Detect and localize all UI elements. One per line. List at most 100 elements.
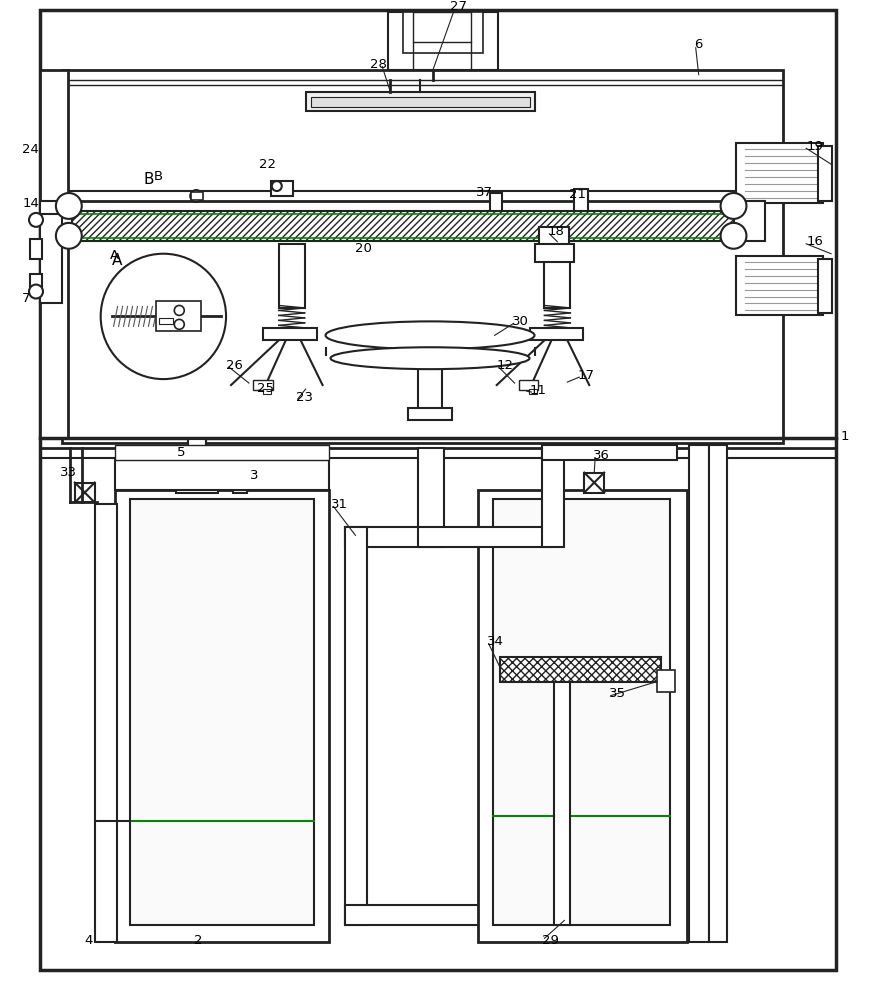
Bar — [388, 12, 497, 70]
Bar — [529, 389, 537, 394]
Circle shape — [720, 193, 746, 219]
Bar — [62, 70, 783, 443]
Bar — [539, 227, 569, 247]
Circle shape — [56, 193, 82, 219]
Bar — [271, 181, 293, 196]
Text: 2: 2 — [194, 934, 203, 947]
Bar — [177, 461, 218, 493]
Text: A: A — [112, 253, 122, 268]
Text: 23: 23 — [295, 391, 313, 404]
Bar — [253, 380, 273, 390]
Text: 31: 31 — [330, 498, 348, 511]
Bar — [156, 301, 201, 331]
Text: 4: 4 — [85, 934, 94, 947]
Bar — [736, 143, 823, 203]
Bar — [543, 448, 565, 547]
Circle shape — [29, 285, 43, 298]
Text: 20: 20 — [356, 242, 372, 255]
Bar — [40, 214, 62, 303]
Bar — [554, 682, 571, 925]
Bar — [418, 358, 442, 413]
Text: 7: 7 — [22, 292, 31, 305]
Text: 12: 12 — [496, 359, 514, 372]
Bar — [418, 448, 444, 547]
Text: 14: 14 — [22, 197, 39, 210]
Bar — [478, 490, 687, 942]
Bar — [543, 445, 676, 460]
Text: 36: 36 — [593, 449, 610, 462]
Bar — [129, 499, 314, 925]
Bar — [30, 239, 42, 259]
Bar — [818, 146, 832, 201]
Text: 33: 33 — [60, 466, 77, 479]
Bar — [489, 193, 502, 211]
Bar — [279, 244, 305, 308]
Circle shape — [272, 181, 281, 191]
Text: 5: 5 — [177, 446, 186, 459]
Bar — [30, 274, 42, 294]
Bar — [530, 328, 583, 340]
Bar — [159, 318, 173, 324]
Text: 29: 29 — [543, 934, 559, 947]
Bar — [40, 201, 72, 241]
Bar — [188, 439, 206, 461]
Bar — [114, 490, 329, 942]
Bar — [66, 211, 733, 241]
Text: 27: 27 — [450, 0, 467, 13]
Bar — [345, 527, 420, 547]
Bar — [403, 12, 482, 53]
Text: A: A — [109, 249, 119, 262]
Bar — [545, 244, 571, 308]
Bar — [574, 189, 588, 211]
Text: 17: 17 — [578, 369, 594, 382]
Circle shape — [191, 190, 202, 202]
Bar — [306, 92, 535, 111]
Text: 21: 21 — [569, 188, 586, 201]
Text: B: B — [154, 170, 163, 183]
Circle shape — [174, 305, 184, 315]
Text: 19: 19 — [806, 140, 823, 153]
Bar — [413, 12, 471, 42]
Bar — [263, 389, 271, 394]
Bar — [818, 259, 832, 313]
Circle shape — [29, 213, 43, 227]
Text: 11: 11 — [530, 384, 546, 397]
Circle shape — [720, 223, 746, 249]
Bar — [493, 499, 669, 925]
Bar — [310, 97, 530, 107]
Bar — [408, 408, 452, 420]
Bar — [689, 445, 709, 942]
Bar — [584, 473, 604, 493]
Bar — [263, 328, 316, 340]
Bar — [709, 445, 726, 942]
Text: 1: 1 — [841, 430, 850, 443]
Bar — [40, 70, 68, 438]
Text: 26: 26 — [226, 359, 243, 372]
Bar — [233, 448, 247, 493]
Bar — [94, 504, 116, 942]
Bar — [345, 905, 489, 925]
Text: B: B — [143, 172, 154, 187]
Text: 6: 6 — [694, 38, 702, 51]
Text: 34: 34 — [487, 635, 503, 648]
Text: 37: 37 — [475, 186, 493, 199]
Circle shape — [101, 254, 226, 379]
Bar — [657, 670, 675, 692]
Bar — [736, 256, 823, 315]
Bar — [114, 445, 329, 460]
Circle shape — [174, 319, 184, 329]
Bar — [518, 380, 538, 390]
Bar — [345, 527, 367, 925]
Text: 22: 22 — [259, 158, 276, 171]
Text: 25: 25 — [257, 382, 274, 395]
Bar — [75, 483, 94, 502]
Bar — [500, 657, 661, 682]
Text: 16: 16 — [806, 235, 823, 248]
Text: 3: 3 — [250, 469, 259, 482]
Text: 35: 35 — [609, 687, 626, 700]
Circle shape — [56, 223, 82, 249]
Bar — [114, 460, 329, 490]
Bar — [191, 192, 203, 200]
Text: 18: 18 — [547, 225, 565, 238]
Bar — [535, 244, 574, 262]
